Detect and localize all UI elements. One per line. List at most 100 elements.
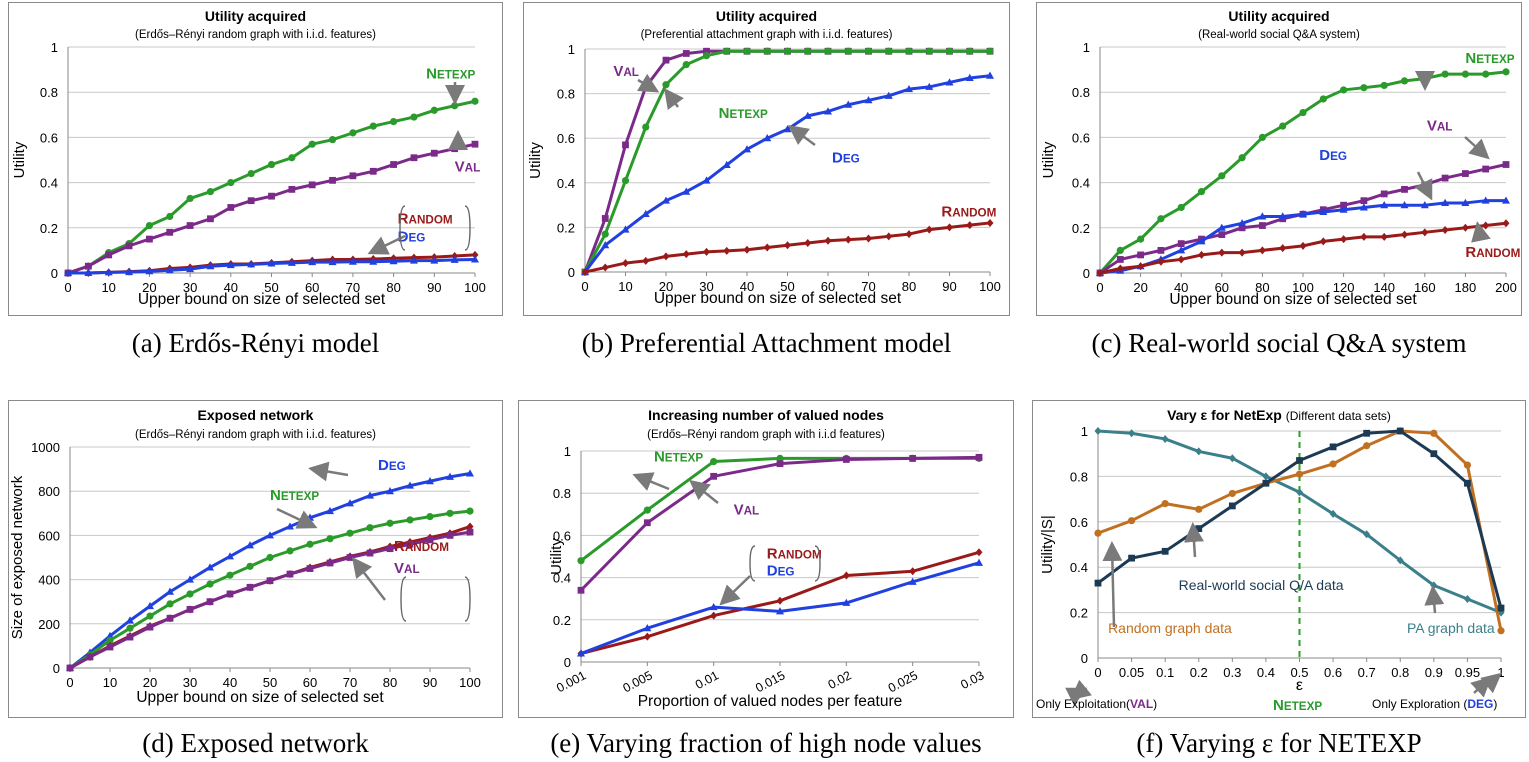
annotation-label: RANDOM	[398, 210, 453, 227]
data-point	[804, 47, 812, 55]
data-point	[622, 141, 629, 149]
data-point	[451, 102, 459, 110]
y-axis-label: Utility	[1040, 141, 1057, 178]
data-point	[329, 176, 336, 184]
data-point	[226, 590, 234, 598]
x-tick-label: 40	[224, 280, 238, 295]
y-tick-label: 0.6	[557, 131, 575, 146]
data-point	[710, 457, 718, 466]
data-point	[1380, 190, 1388, 198]
x-tick-label: 60	[821, 279, 835, 294]
data-point	[206, 188, 215, 196]
data-point	[145, 221, 153, 230]
data-point	[776, 607, 784, 615]
data-point	[803, 111, 812, 119]
data-point	[446, 532, 454, 539]
data-point	[1128, 429, 1136, 438]
data-point	[286, 547, 294, 555]
data-point	[308, 181, 316, 189]
data-point	[348, 257, 357, 265]
x-tick-label: 100	[1292, 280, 1314, 295]
data-point	[247, 260, 256, 268]
data-point	[446, 472, 454, 480]
y-tick-label: 0	[568, 265, 575, 280]
data-point	[1094, 579, 1102, 587]
data-point	[1299, 108, 1307, 117]
y-tick-label: 0.2	[557, 220, 575, 235]
x-axis-label: Upper bound on size of selected set	[1169, 291, 1417, 308]
data-point	[390, 117, 398, 126]
data-point	[288, 185, 296, 193]
data-point	[410, 154, 418, 162]
y-tick-label: 0.2	[40, 221, 58, 236]
x-tick-label: 80	[902, 279, 916, 294]
data-point	[450, 255, 459, 263]
annotation-arrow	[1102, 541, 1123, 628]
data-point	[865, 234, 872, 243]
x-tick-label: 100	[459, 675, 481, 690]
data-point	[1116, 264, 1124, 273]
annotation-arrow	[664, 87, 684, 111]
data-point	[84, 268, 93, 276]
annotation-arrow	[1470, 676, 1492, 698]
data-point	[1463, 594, 1471, 603]
x-axis-label: Upper bound on size of selected set	[136, 689, 384, 706]
y-tick-label: 0.6	[40, 130, 58, 145]
x-tick-label: 0.3	[1223, 665, 1241, 680]
data-point	[146, 235, 153, 243]
data-point	[577, 586, 585, 594]
data-point	[1195, 447, 1203, 456]
data-point	[743, 47, 751, 55]
y-tick-label: 0.6	[1072, 130, 1090, 145]
data-point	[406, 540, 414, 548]
chart-title-c: Utility acquired	[1228, 8, 1330, 24]
x-tick-label: 0.03	[958, 668, 986, 692]
data-point	[1396, 427, 1404, 435]
x-tick-label: 40	[1174, 280, 1188, 295]
data-point	[643, 632, 651, 641]
data-point	[166, 587, 174, 595]
data-point	[1195, 505, 1203, 513]
x-tick-label: 0.9	[1425, 665, 1443, 680]
chart-title-d: Exposed network	[197, 407, 314, 423]
annotation-arrow	[689, 479, 719, 504]
data-point	[430, 149, 438, 157]
data-point	[226, 260, 235, 269]
annotation-label: NETEXP	[654, 449, 703, 466]
y-tick-label: 0.8	[1072, 85, 1090, 100]
x-tick-label: 20	[659, 279, 673, 294]
data-point	[186, 575, 194, 583]
data-point	[266, 553, 274, 562]
y-tick-label: 1000	[31, 440, 60, 455]
y-axis-label: Utility	[527, 142, 544, 179]
data-point	[1363, 429, 1371, 437]
data-point	[1421, 228, 1429, 237]
data-point	[146, 601, 154, 610]
data-point	[784, 241, 791, 250]
caption-f: (f) Varying ε for NETEXP	[1136, 728, 1422, 758]
data-point	[288, 154, 296, 162]
data-point	[266, 577, 274, 585]
panel-e	[518, 400, 1014, 718]
data-point	[1258, 133, 1266, 141]
data-point	[426, 536, 434, 544]
data-point	[945, 78, 954, 86]
data-point	[975, 453, 983, 461]
data-point	[1319, 207, 1328, 215]
annotation-arrow	[1070, 679, 1092, 701]
data-point	[166, 600, 174, 608]
annotation-arrow	[276, 507, 318, 529]
data-point	[1295, 470, 1304, 478]
annotation-label: NETEXP	[426, 66, 475, 83]
data-point	[406, 481, 414, 489]
data-point	[1177, 246, 1186, 254]
data-point	[986, 47, 994, 55]
data-point	[642, 256, 650, 265]
data-point	[267, 160, 276, 169]
annotation-arrow	[1471, 221, 1491, 243]
data-point	[328, 136, 337, 144]
data-point	[246, 562, 254, 570]
data-point	[682, 250, 690, 259]
bracket-e-left	[749, 545, 756, 582]
data-point	[1319, 237, 1327, 246]
